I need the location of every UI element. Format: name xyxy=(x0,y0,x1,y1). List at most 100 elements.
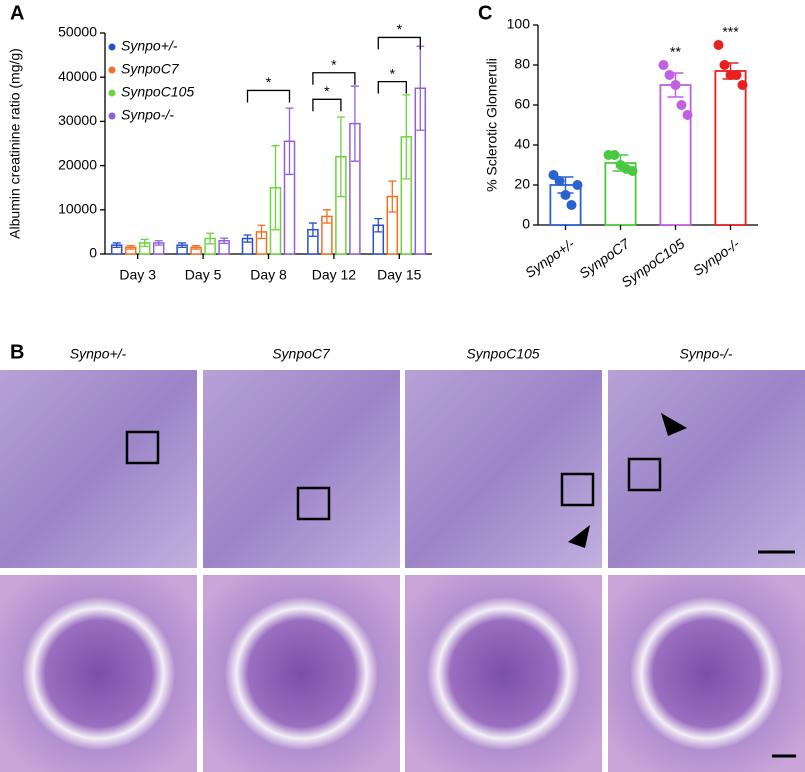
legend-label: Synpo-/- xyxy=(121,107,174,123)
x-tick-label: Day 3 xyxy=(119,267,156,283)
y-tick-label: 50000 xyxy=(58,24,97,40)
x-tick-label: Day 12 xyxy=(312,267,357,283)
significance-bracket xyxy=(312,72,356,85)
error-bar xyxy=(374,217,383,233)
image xyxy=(203,575,400,772)
x-tick-label: Synpo-/- xyxy=(690,235,743,279)
data-point xyxy=(731,70,742,80)
legend-marker xyxy=(108,112,116,120)
significance-bracket xyxy=(312,98,342,112)
zoom-box xyxy=(125,430,160,465)
error-bar xyxy=(388,180,397,213)
x-tick-label: Day 15 xyxy=(377,267,422,283)
column-title: Synpo+/- xyxy=(70,346,127,362)
error-bar xyxy=(192,244,201,250)
error-bar xyxy=(322,209,331,224)
image xyxy=(0,575,197,772)
error-bar xyxy=(308,222,317,237)
data-point xyxy=(658,60,669,70)
panel-label: C xyxy=(478,2,492,24)
significance-label: * xyxy=(324,83,330,99)
error-bar xyxy=(154,240,163,246)
arrowhead xyxy=(568,525,590,548)
significance-label: * xyxy=(397,21,403,37)
data-point xyxy=(609,150,620,160)
image xyxy=(405,370,602,568)
image xyxy=(405,575,602,772)
significance-label: * xyxy=(390,65,396,81)
y-tick-label: 40000 xyxy=(58,68,97,84)
error-bar xyxy=(350,85,359,162)
significance-bracket xyxy=(377,36,421,50)
histology-images xyxy=(0,370,805,772)
panel-label: B xyxy=(10,341,24,363)
error-bar xyxy=(257,224,266,240)
panel-label: A xyxy=(10,2,24,24)
legend-marker xyxy=(108,66,116,74)
x-tick-label: Synpo+/- xyxy=(522,235,578,281)
y-axis-label: Albumin creatinine ratio (mg/g) xyxy=(7,48,23,239)
error-bar xyxy=(178,242,187,249)
significance-label: * xyxy=(331,56,337,72)
data-point xyxy=(566,200,577,210)
data-point xyxy=(670,80,681,90)
error-bar xyxy=(140,238,149,248)
zoom-box xyxy=(627,457,662,492)
error-bar xyxy=(243,234,252,243)
data-point xyxy=(572,180,583,190)
x-tick-label: Day 5 xyxy=(185,267,222,283)
column-title: Synpo-/- xyxy=(680,346,733,362)
data-point xyxy=(627,166,638,176)
y-tick-label: 10000 xyxy=(58,201,97,217)
y-tick-label: 60 xyxy=(514,96,530,112)
y-tick-label: 100 xyxy=(507,16,531,32)
column-title: SynpoC7 xyxy=(272,346,331,362)
error-bar xyxy=(285,107,294,176)
y-tick-label: 0 xyxy=(89,245,97,261)
y-tick-label: 0 xyxy=(522,216,530,232)
data-point xyxy=(719,60,730,70)
data-point xyxy=(713,40,724,50)
legend-label: Synpo+/- xyxy=(121,38,178,54)
image xyxy=(0,370,197,568)
significance-bracket xyxy=(246,89,291,103)
column-title: SynpoC105 xyxy=(466,346,539,362)
legend-label: SynpoC7 xyxy=(121,61,180,77)
error-bar xyxy=(336,116,345,198)
legend-marker xyxy=(108,89,116,97)
significance-label: * xyxy=(266,74,272,90)
legend-marker xyxy=(108,43,116,51)
zoom-box xyxy=(560,472,595,507)
significance-label: ** xyxy=(670,44,681,60)
data-point xyxy=(676,100,687,110)
image xyxy=(608,575,805,772)
x-tick-label: Day 8 xyxy=(250,267,287,283)
data-point xyxy=(554,176,565,186)
error-bar xyxy=(402,94,411,180)
y-tick-label: 40 xyxy=(514,136,530,152)
y-tick-label: 20000 xyxy=(58,156,97,172)
y-tick-label: 30000 xyxy=(58,112,97,128)
error-bar xyxy=(271,145,280,231)
error-bar xyxy=(220,237,229,245)
y-tick-label: 20 xyxy=(514,176,530,192)
data-point xyxy=(664,70,675,80)
significance-bracket xyxy=(377,80,407,94)
error-bar xyxy=(126,244,135,250)
y-axis-label: % Sclerotic Glomeruli xyxy=(484,58,500,192)
legend-label: SynpoC105 xyxy=(121,84,194,100)
arrowhead xyxy=(661,413,687,436)
image xyxy=(203,370,400,568)
error-bar xyxy=(112,242,121,249)
zoom-box xyxy=(296,486,331,521)
data-point xyxy=(737,80,748,90)
data-point xyxy=(682,110,693,120)
image xyxy=(608,370,805,568)
data-point xyxy=(560,190,571,200)
significance-label: *** xyxy=(722,24,739,40)
error-bar xyxy=(206,232,215,245)
y-tick-label: 80 xyxy=(514,56,530,72)
bar xyxy=(714,70,747,226)
